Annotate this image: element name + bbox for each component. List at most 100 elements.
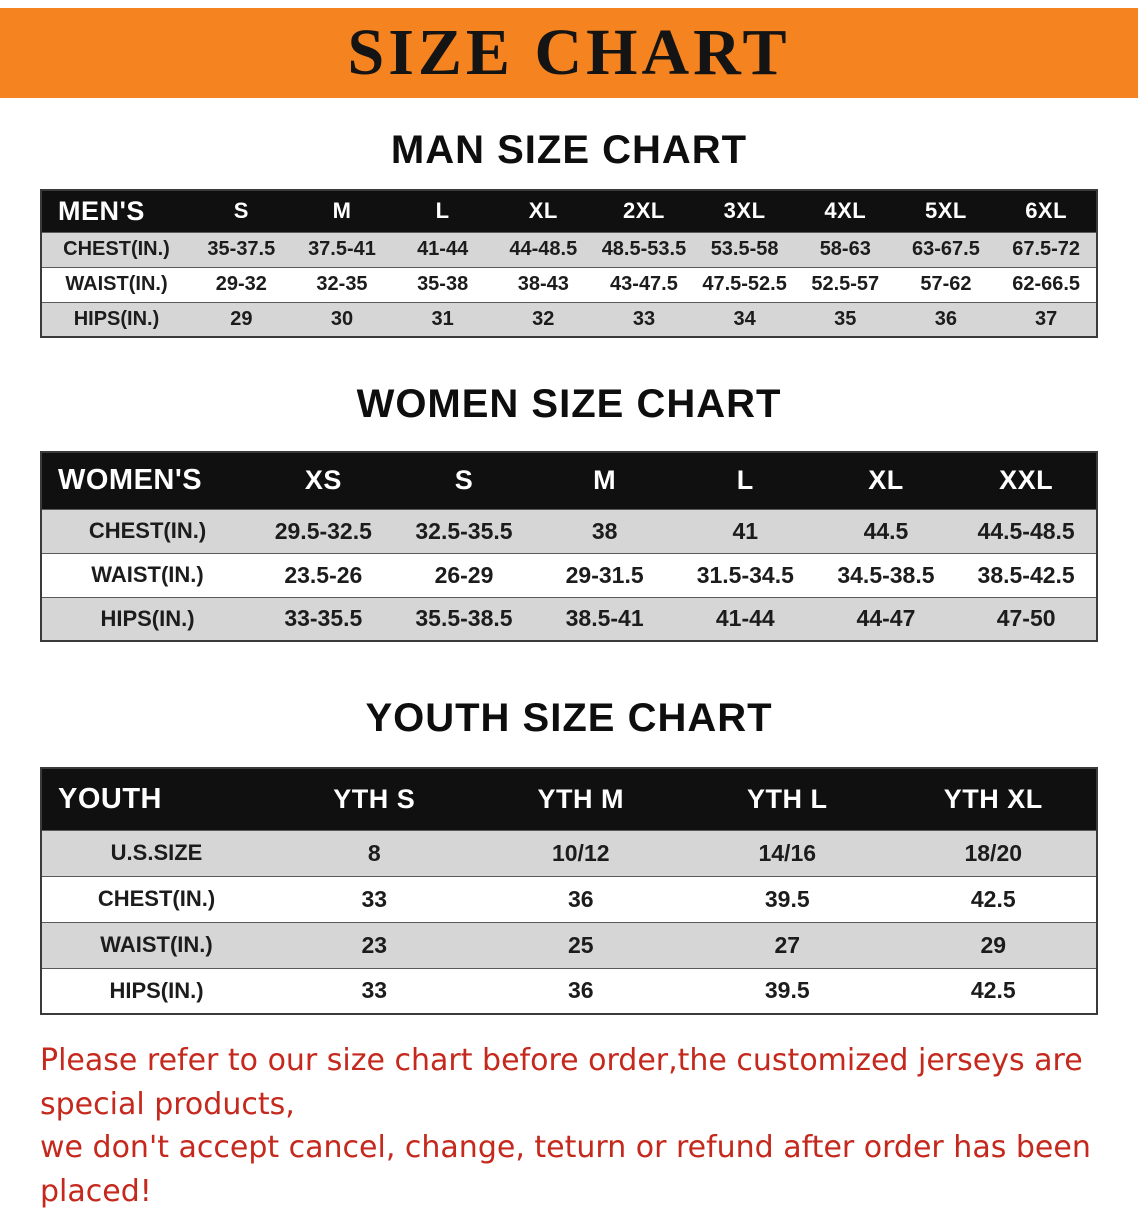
table-header-row: MEN'S S M L XL 2XL 3XL 4XL 5XL 6XL [41, 190, 1097, 232]
size-value-cell: 33 [361, 885, 388, 912]
size-column-header: XL [868, 465, 904, 496]
size-value-cell: 29 [230, 307, 253, 330]
size-value-cell: 27 [774, 931, 801, 958]
size-value-cell: 29-32 [215, 273, 267, 295]
size-value-cell: 18/20 [964, 839, 1023, 866]
size-value-cell: 42.5 [970, 885, 1016, 912]
size-value-cell: 48.5-53.5 [601, 238, 687, 260]
size-column-header: YTH S [333, 783, 416, 814]
size-value-cell: 53.5-58 [710, 238, 779, 260]
size-value-cell: 29.5-32.5 [274, 517, 372, 544]
size-value-cell: 63-67.5 [912, 238, 980, 260]
size-value-cell: 35.5-38.5 [415, 605, 513, 632]
size-value-cell: 35-38 [417, 273, 469, 295]
disclaimer-line-2: we don't accept cancel, change, teturn o… [40, 1130, 1091, 1209]
size-value-cell: 33 [632, 307, 656, 330]
size-value-cell: 67.5-72 [1012, 238, 1081, 260]
women-section-heading: WOMEN SIZE CHART [356, 382, 782, 426]
row-label: U.S.SIZE [110, 840, 203, 865]
row-label: CHEST(IN.) [97, 886, 216, 911]
size-value-cell: 33 [361, 977, 388, 1004]
table-corner-label: MEN'S [58, 195, 145, 226]
size-value-cell: 34 [733, 307, 756, 330]
size-value-cell: 23 [361, 931, 388, 958]
size-value-cell: 14/16 [758, 839, 817, 866]
size-value-cell: 38 [591, 517, 618, 544]
size-value-cell: 43-47.5 [610, 273, 678, 295]
table-corner-label: WOMEN'S [58, 464, 203, 497]
size-value-cell: 8 [367, 839, 381, 866]
size-column-header: XS [304, 465, 342, 496]
size-value-cell: 25 [567, 931, 594, 958]
size-value-cell: 35-37.5 [207, 238, 276, 260]
table-row: U.S.SIZE 8 10/12 14/16 18/20 [41, 830, 1097, 876]
size-column-header: 6XL [1025, 198, 1068, 224]
table-row: HIPS(IN.) 33 36 39.5 42.5 [41, 968, 1097, 1014]
size-column-header: M [332, 198, 352, 224]
size-value-cell: 34.5-38.5 [837, 561, 935, 588]
size-value-cell: 32-35 [316, 273, 368, 295]
size-value-cell: 31 [431, 307, 454, 330]
size-column-header: YTH XL [943, 783, 1043, 814]
size-value-cell: 47.5-52.5 [702, 273, 787, 295]
banner-title: SIZE CHART [347, 16, 791, 89]
size-value-cell: 37.5-41 [308, 238, 376, 260]
table-row: WAIST(IN.) 23.5-26 26-29 29-31.5 31.5-34.5 34… [41, 553, 1097, 597]
size-value-cell: 62-66.5 [1012, 273, 1081, 295]
size-value-cell: 23.5-26 [284, 561, 363, 588]
row-label: WAIST(IN.) [65, 273, 168, 295]
size-value-cell: 44-47 [856, 605, 916, 632]
size-column-header: 3XL [723, 198, 766, 224]
size-value-cell: 30 [330, 307, 354, 330]
size-column-header: 2XL [623, 198, 665, 224]
row-label: HIPS(IN.) [100, 605, 195, 631]
row-label: CHEST(IN.) [63, 238, 170, 260]
row-label: CHEST(IN.) [88, 518, 207, 543]
size-value-cell: 41-44 [715, 605, 775, 632]
size-value-cell: 32 [532, 307, 555, 330]
size-value-cell: 29 [980, 931, 1007, 958]
table-row: WAIST(IN.) 29-32 32-35 35-38 38-43 43-47.5 47.… [41, 267, 1097, 302]
disclaimer-line-1: Please refer to our size chart before or… [40, 1043, 1083, 1122]
size-value-cell: 37 [1035, 307, 1058, 330]
size-value-cell: 41 [732, 517, 759, 544]
size-column-header: S [233, 198, 249, 224]
table-row: WAIST(IN.) 23 25 27 29 [41, 922, 1097, 968]
table-row: HIPS(IN.) 33-35.5 35.5-38.5 38.5-41 41-44 44-… [41, 597, 1097, 641]
size-value-cell: 57-62 [920, 273, 972, 295]
size-value-cell: 44.5-48.5 [977, 517, 1075, 544]
size-value-cell: 52.5-57 [811, 273, 880, 295]
men-section-heading: MAN SIZE CHART [390, 128, 748, 172]
size-value-cell: 39.5 [764, 977, 810, 1004]
size-column-header: YTH M [537, 783, 624, 814]
row-label: HIPS(IN.) [109, 977, 204, 1003]
size-value-cell: 47-50 [996, 605, 1056, 632]
table-row: CHEST(IN.) 33 36 39.5 42.5 [41, 876, 1097, 922]
table-header-row: WOMEN'S XS S M L XL XXL [41, 452, 1097, 509]
size-value-cell: 38.5-41 [565, 605, 644, 632]
table-row: CHEST(IN.) 35-37.5 37.5-41 41-44 44-48.5 48.5… [41, 232, 1097, 267]
size-value-cell: 36 [567, 885, 594, 912]
size-value-cell: 38.5-42.5 [977, 561, 1075, 588]
women-size-table: WOMEN'S XS S M L XL XXL CHEST(IN.) 29.5-32.5 32.5… [40, 451, 1098, 642]
size-column-header: XXL [999, 465, 1054, 496]
row-label: WAIST(IN.) [91, 562, 204, 587]
size-value-cell: 33-35.5 [284, 605, 363, 632]
size-column-header: M [593, 465, 617, 496]
size-value-cell: 32.5-35.5 [415, 517, 513, 544]
size-column-header: L [736, 465, 754, 496]
size-value-cell: 38-43 [517, 273, 569, 295]
size-value-cell: 44-48.5 [509, 238, 578, 260]
size-value-cell: 58-63 [819, 238, 871, 260]
table-corner-label: YOUTH [58, 782, 162, 815]
size-value-cell: 35 [834, 307, 857, 330]
youth-section-heading: YOUTH SIZE CHART [365, 696, 773, 740]
size-value-cell: 39.5 [764, 885, 810, 912]
row-label: HIPS(IN.) [73, 307, 160, 330]
size-column-header: YTH L [747, 783, 828, 814]
size-value-cell: 41-44 [417, 238, 469, 260]
size-value-cell: 36 [567, 977, 594, 1004]
size-value-cell: 31.5-34.5 [696, 561, 794, 588]
size-column-header: S [454, 465, 474, 496]
men-size-table: MEN'S S M L XL 2XL 3XL 4XL 5XL 6XL CHEST(IN.) 35-37… [40, 189, 1098, 338]
